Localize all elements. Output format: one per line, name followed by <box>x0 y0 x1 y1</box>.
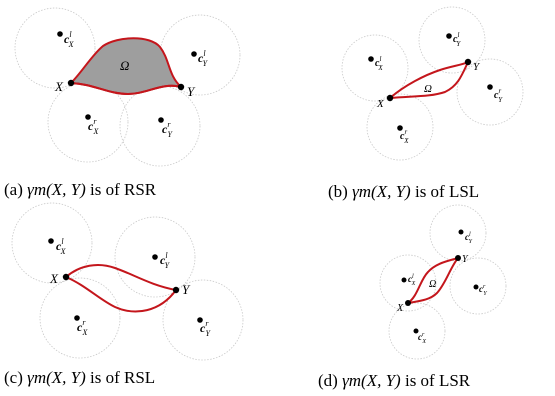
arc-lower <box>65 276 177 313</box>
caption-a-prefix: (a) <box>4 180 23 199</box>
label-y: Y <box>187 84 196 99</box>
label-cyl: cl Y <box>160 251 171 270</box>
point-x <box>386 94 394 102</box>
circle-cyl <box>159 14 241 96</box>
point-y <box>172 286 180 294</box>
label-cyl: cl Y <box>465 232 473 245</box>
caption-c-math: γm(X, Y) <box>27 368 86 387</box>
circle-cyr <box>119 85 201 167</box>
label-y: Y <box>462 254 469 265</box>
circle-cxl <box>14 7 96 89</box>
omega-label: Ω <box>424 83 432 95</box>
label-cxr: cr X <box>418 332 426 345</box>
point-x <box>62 273 70 281</box>
circle-cxr <box>366 93 434 161</box>
label-cyl: cl Y <box>453 31 461 48</box>
point-y <box>455 255 461 261</box>
caption-d-suffix: is of LSR <box>404 371 471 390</box>
circle-cyl <box>418 6 486 74</box>
circle-cyr <box>456 58 524 126</box>
point-cyr <box>197 317 203 323</box>
caption-c-suffix: is of RSL <box>90 368 156 387</box>
circle-cyl <box>114 216 196 298</box>
caption-b-prefix: (b) <box>328 182 348 201</box>
caption-a: (a) γm(X, Y) is of RSR <box>4 180 156 200</box>
point-cyl <box>152 254 158 260</box>
point-x <box>67 79 75 87</box>
label-cxl: cl X <box>56 237 67 256</box>
point-y <box>464 58 472 66</box>
label-x: X <box>49 271 59 286</box>
point-cxl <box>48 238 54 244</box>
circle-cyr <box>162 279 244 361</box>
caption-a-suffix: is of RSR <box>90 180 157 199</box>
label-cxr: cr X <box>77 318 88 337</box>
circle-cyl <box>429 204 487 262</box>
label-cyr: cr Y <box>200 319 211 338</box>
label-cxl: cl X <box>64 30 75 49</box>
label-cxl: cl X <box>375 55 383 72</box>
point-cyr <box>158 117 164 123</box>
arc-lower <box>407 257 459 304</box>
point-cxr <box>397 125 403 131</box>
subfigure-b: Ω X Y cl X cl Y cr X cr Y <box>341 6 524 161</box>
circle-cxl <box>341 34 409 102</box>
omega-label: Ω <box>120 58 129 73</box>
caption-b-suffix: is of LSL <box>414 182 480 201</box>
circle-cxr <box>47 81 129 163</box>
label-cxr: cr X <box>400 128 409 145</box>
caption-d: (d) γm(X, Y) is of LSR <box>318 371 470 391</box>
circle-cyr <box>449 257 507 315</box>
label-cyl: cl Y <box>198 49 209 68</box>
point-cyl <box>191 51 197 57</box>
label-y: Y <box>473 61 481 73</box>
point-x <box>405 300 411 306</box>
caption-c: (c) γm(X, Y) is of RSL <box>4 368 155 388</box>
point-cxl <box>57 31 63 37</box>
label-cyr: cr Y <box>162 120 173 139</box>
subfigure-a: Ω X Y cl X cl Y cr X cr Y <box>14 7 241 167</box>
point-cyl <box>458 229 464 235</box>
point-cxl <box>401 277 407 283</box>
caption-d-math: γm(X, Y) <box>342 371 401 390</box>
label-cxr: cr X <box>88 117 99 136</box>
label-cxl: cl X <box>408 274 416 287</box>
subfigure-d: Ω X Y cl X cl Y cr X cr Y <box>379 204 507 360</box>
label-y: Y <box>182 282 191 297</box>
arc-lower <box>70 82 182 96</box>
point-cxr <box>85 114 91 120</box>
arc-upper <box>407 257 459 304</box>
circle-cxl <box>379 254 437 312</box>
label-x: X <box>376 98 385 110</box>
caption-b: (b) γm(X, Y) is of LSL <box>328 182 479 202</box>
circle-cxr <box>388 302 446 360</box>
circle-cxr <box>39 277 121 359</box>
point-cxr <box>413 328 419 334</box>
arc-lower <box>389 61 469 99</box>
arc-upper <box>65 264 177 291</box>
label-cyr: cr Y <box>479 284 487 297</box>
arc-upper <box>389 61 469 99</box>
omega-label: Ω <box>429 279 436 290</box>
caption-c-prefix: (c) <box>4 368 23 387</box>
point-cyr <box>487 84 493 90</box>
point-cxr <box>74 315 80 321</box>
point-cyr <box>473 284 479 290</box>
caption-a-math: γm(X, Y) <box>27 180 86 199</box>
label-x: X <box>396 303 404 314</box>
circle-cxl <box>11 202 93 284</box>
subfigure-c: X Y cl X cl Y cr X cr Y <box>11 202 244 361</box>
point-cxl <box>368 56 374 62</box>
caption-b-math: γm(X, Y) <box>352 182 411 201</box>
label-x: X <box>54 79 64 94</box>
label-cyr: cr Y <box>494 87 503 104</box>
point-cyl <box>446 33 452 39</box>
point-y <box>177 83 185 91</box>
caption-d-prefix: (d) <box>318 371 338 390</box>
